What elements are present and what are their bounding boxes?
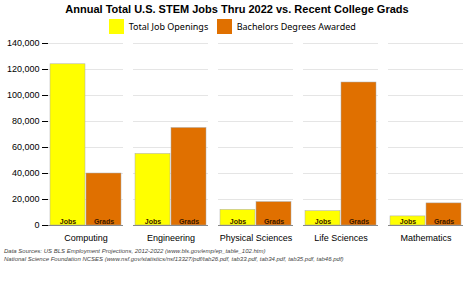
svg-text:Grads: Grads	[434, 218, 454, 225]
svg-text:Grads: Grads	[179, 218, 199, 225]
svg-text:40,000: 40,000	[12, 168, 40, 178]
html-text:Annual Total U.S. STEM Jobs Th: Annual Total U.S. STEM Jobs Thru 2022 vs…	[65, 3, 409, 15]
svg-text:Jobs: Jobs	[230, 218, 246, 225]
svg-text:60,000: 60,000	[12, 142, 40, 152]
svg-text:Computing: Computing	[64, 233, 108, 243]
svg-text:Mathematics: Mathematics	[400, 233, 452, 243]
svg-text:Grads: Grads	[94, 218, 114, 225]
svg-text:Life Sciences: Life Sciences	[314, 233, 368, 243]
html-text:National Science Foundation NC: National Science Foundation NCSES (www.n…	[4, 256, 344, 262]
svg-text:Jobs: Jobs	[60, 218, 76, 225]
html-text:Total Job Openings: Total Job Openings	[128, 19, 209, 33]
svg-text:Physical Sciences: Physical Sciences	[220, 233, 293, 243]
svg-text:80,000: 80,000	[12, 116, 40, 126]
html-text:Data Sources: US BLS Employmen: Data Sources: US BLS Employment Projecti…	[4, 248, 266, 254]
svg-text:140,000: 140,000	[7, 38, 40, 48]
svg-text:120,000: 120,000	[7, 64, 40, 74]
svg-text:20,000: 20,000	[12, 194, 40, 204]
svg-text:Engineering: Engineering	[147, 233, 195, 243]
svg-text:Jobs: Jobs	[315, 218, 331, 225]
svg-text:100,000: 100,000	[7, 90, 40, 100]
svg-text:Grads: Grads	[349, 218, 369, 225]
svg-text:0: 0	[34, 220, 39, 230]
html-text:Bachelors Degrees Awarded: Bachelors Degrees Awarded	[236, 19, 356, 33]
svg-text:Jobs: Jobs	[400, 218, 416, 225]
svg-text:Jobs: Jobs	[145, 218, 161, 225]
svg-text:Grads: Grads	[264, 218, 284, 225]
